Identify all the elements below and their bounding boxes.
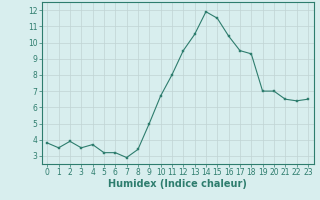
X-axis label: Humidex (Indice chaleur): Humidex (Indice chaleur) (108, 179, 247, 189)
